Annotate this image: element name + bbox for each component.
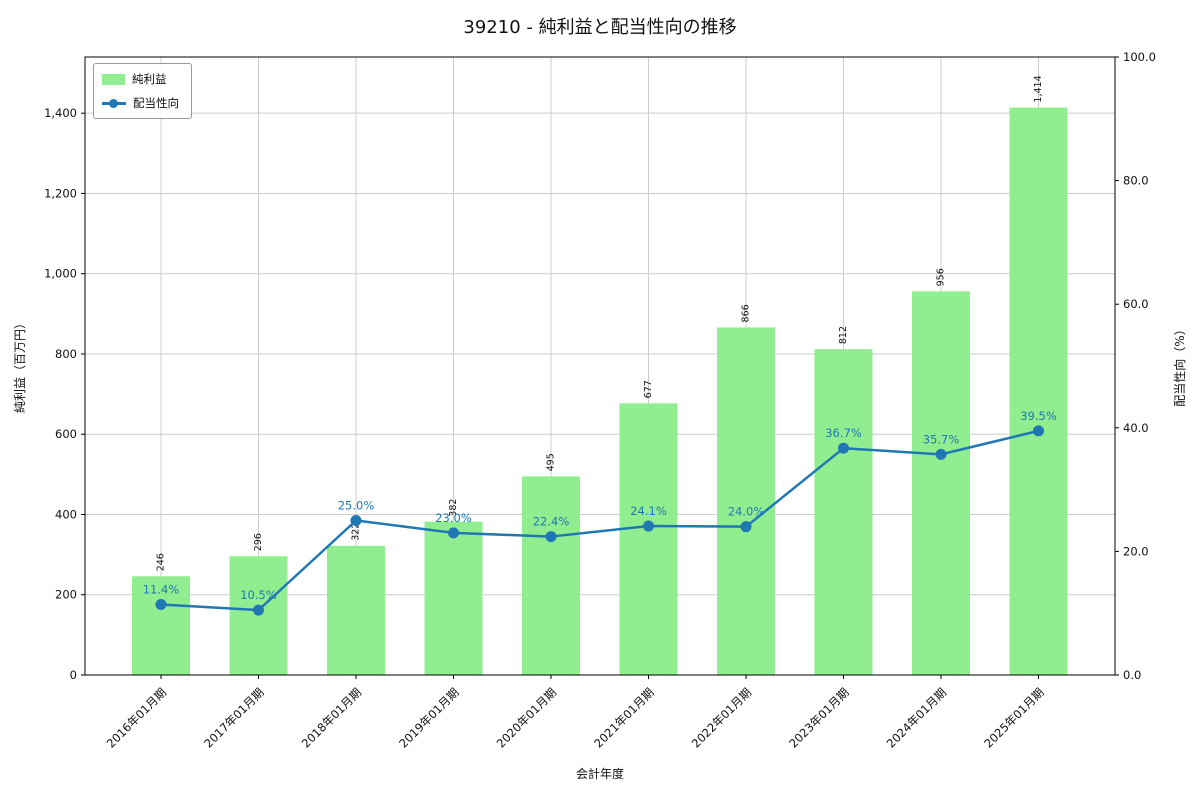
payout-ratio-point — [935, 448, 947, 460]
bar-value-label: 1,414 — [1033, 75, 1044, 102]
legend-marker-dot — [109, 98, 118, 108]
bar-value-label: 246 — [156, 553, 167, 571]
x-tick-label: 2020年01月期 — [494, 685, 559, 750]
legend: 純利益 配当性向 — [93, 63, 192, 119]
left-tick-label: 400 — [55, 507, 77, 521]
right-tick-label: 0.0 — [1123, 668, 1141, 682]
x-tick-label: 2018年01月期 — [299, 685, 364, 750]
left-y-axis-label: 純利益（百万円） — [13, 317, 27, 414]
payout-ratio-point — [740, 521, 752, 533]
payout-ratio-label: 35.7% — [923, 432, 960, 446]
legend-label-payout-ratio: 配当性向 — [133, 96, 179, 110]
left-tick-label: 0 — [70, 668, 77, 682]
plot-border — [84, 56, 1116, 676]
bar-value-label: 866 — [741, 304, 752, 322]
legend-item-net-income: 純利益 — [102, 71, 179, 87]
payout-ratio-label: 36.7% — [825, 426, 862, 440]
x-tick-label: 2023年01月期 — [786, 685, 851, 750]
payout-ratio-label: 10.5% — [240, 588, 277, 602]
bar-value-label: 382 — [448, 499, 459, 517]
payout-ratio-label: 23.0% — [435, 511, 472, 525]
x-tick-label: 2025年01月期 — [981, 685, 1046, 750]
left-tick-label: 200 — [55, 588, 77, 602]
payout-ratio-point — [838, 442, 849, 454]
payout-ratio-point — [1033, 425, 1044, 437]
bar-value-label: 677 — [643, 380, 654, 398]
bar-value-label: 322 — [351, 523, 362, 541]
payout-ratio-point — [253, 604, 264, 616]
net-income-bar — [814, 349, 873, 675]
bar-value-label: 812 — [838, 326, 849, 344]
right-tick-label: 60.0 — [1123, 297, 1149, 311]
payout-ratio-point — [545, 531, 557, 543]
net-income-bar — [327, 545, 385, 675]
legend-bar-swatch — [102, 73, 125, 85]
net-income-bar — [132, 576, 190, 675]
right-tick-label: 20.0 — [1123, 544, 1149, 558]
x-tick-label: 2019年01月期 — [396, 685, 461, 750]
x-tick-label: 2024年01月期 — [884, 685, 949, 750]
right-tick-label: 40.0 — [1123, 421, 1149, 435]
payout-ratio-label: 25.0% — [338, 499, 375, 513]
net-income-bar — [912, 291, 970, 675]
bar-value-label: 296 — [253, 533, 264, 551]
payout-ratio-line — [160, 429, 1039, 612]
right-tick-label: 80.0 — [1123, 174, 1149, 188]
payout-ratio-point — [448, 527, 459, 539]
legend-item-payout-ratio: 配当性向 — [102, 95, 179, 111]
legend-label-net-income: 純利益 — [132, 72, 167, 86]
right-y-axis-label: 配当性向（%） — [1173, 323, 1187, 407]
right-tick-label: 100.0 — [1123, 50, 1156, 64]
chart-title: 39210 - 純利益と配当性向の推移 — [463, 17, 737, 38]
x-tick-label: 2022年01月期 — [689, 685, 754, 750]
net-income-bar — [424, 521, 483, 675]
net-income-bar — [522, 476, 580, 675]
payout-ratio-label: 22.4% — [533, 515, 570, 529]
left-tick-label: 1,200 — [44, 186, 77, 200]
left-tick-label: 600 — [55, 427, 77, 441]
payout-ratio-label: 11.4% — [143, 583, 180, 597]
net-income-bar — [717, 327, 775, 675]
payout-ratio-point — [643, 520, 654, 532]
x-tick-label: 2017年01月期 — [201, 685, 266, 750]
left-tick-label: 1,000 — [44, 267, 77, 281]
payout-ratio-label: 39.5% — [1020, 409, 1057, 423]
payout-ratio-label: 24.1% — [630, 504, 667, 518]
payout-ratio-point — [155, 599, 167, 611]
payout-ratio-label: 24.0% — [728, 505, 765, 519]
left-tick-label: 1,400 — [44, 106, 77, 120]
bar-value-label: 495 — [546, 453, 557, 471]
x-axis-label: 会計年度 — [575, 767, 624, 781]
payout-ratio-point — [350, 515, 362, 526]
legend-line-swatch — [102, 98, 126, 108]
x-tick-label: 2016年01月期 — [104, 685, 169, 750]
net-income-bar — [1009, 107, 1068, 675]
x-tick-label: 2021年01月期 — [591, 685, 656, 750]
net-income-bar — [619, 403, 678, 675]
bar-value-label: 956 — [936, 268, 947, 286]
left-tick-label: 800 — [55, 347, 77, 361]
